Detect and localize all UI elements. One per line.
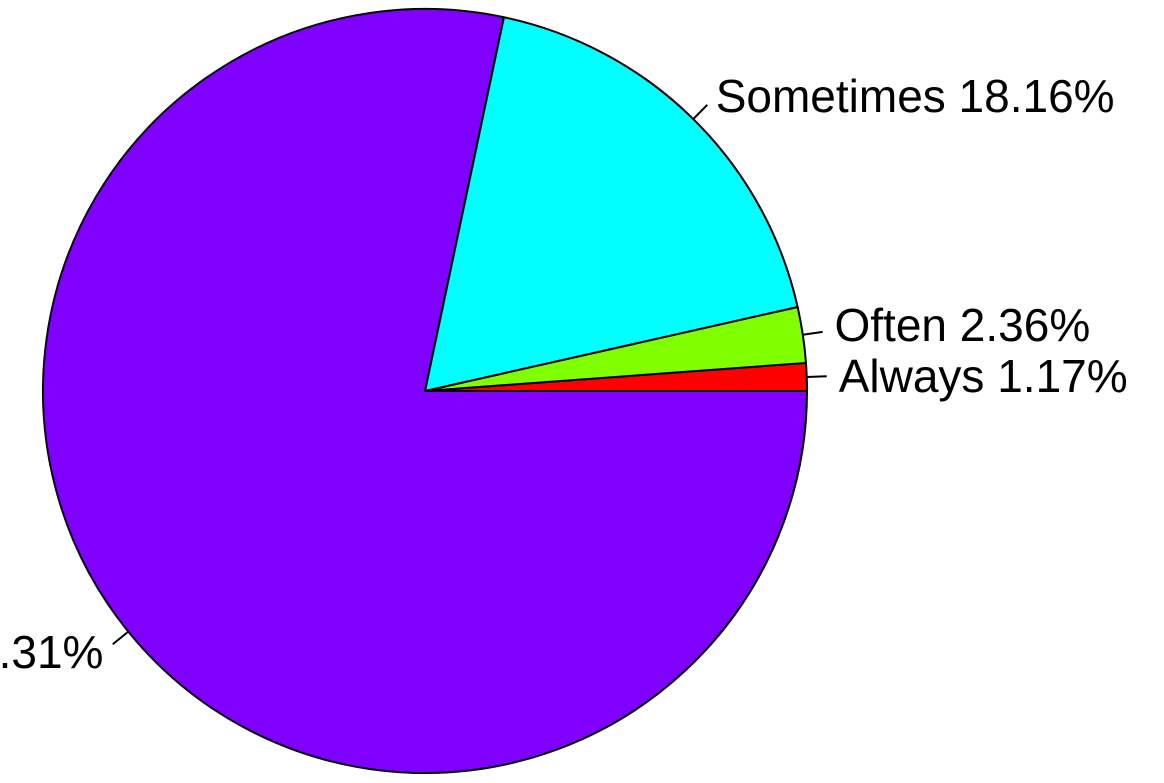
pie-slices [42, 8, 809, 774]
slice-label-1: Often 2.36% [835, 299, 1091, 351]
leader-lines [112, 104, 827, 645]
leader-line-0 [806, 375, 827, 378]
slice-label-2: Sometimes 18.16% [716, 70, 1115, 122]
slice-label-3: 78.31% [0, 626, 103, 678]
slice-labels: Always 1.17%Often 2.36% Sometimes 18.16% 7… [0, 70, 1128, 678]
leader-line-1 [802, 330, 823, 336]
leader-line-2 [692, 104, 709, 120]
pie-slice-2 [424, 16, 799, 392]
slice-label-0: Always 1.17% [839, 350, 1128, 402]
leader-line-3 [112, 630, 129, 645]
